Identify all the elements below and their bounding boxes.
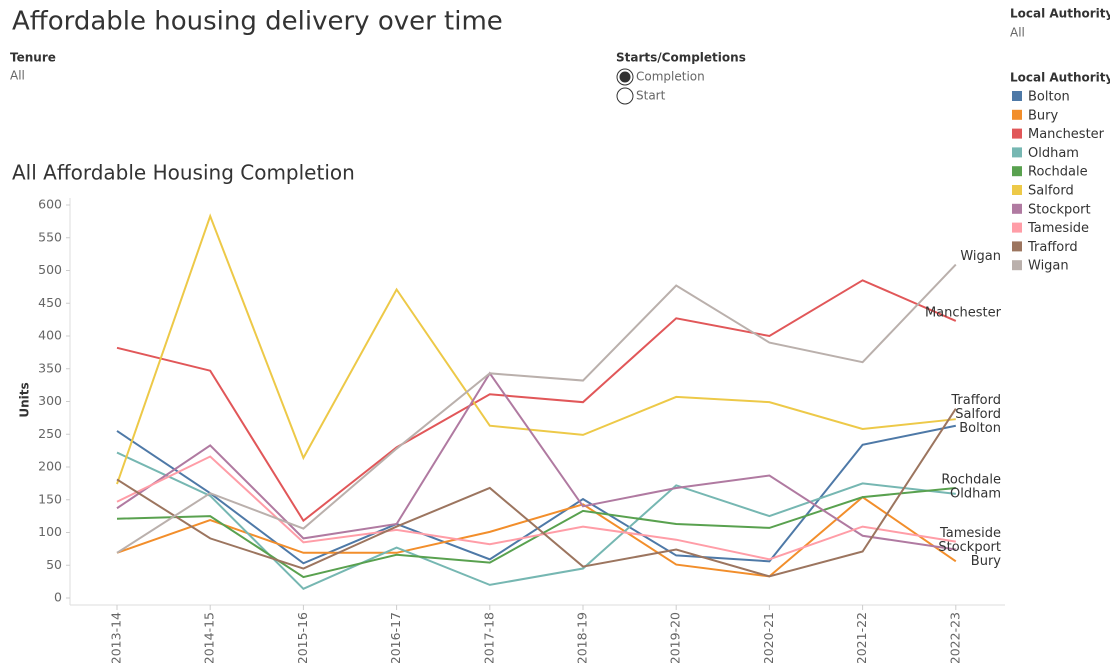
y-tick-label: 50: [46, 557, 62, 572]
filter-value[interactable]: All: [10, 69, 25, 83]
y-tick-label: 250: [38, 426, 62, 441]
filter-label: Starts/Completions: [616, 51, 746, 65]
end-label: Trafford: [950, 393, 1001, 408]
end-label: Salford: [955, 407, 1001, 422]
y-tick-label: 300: [38, 393, 62, 408]
legend-swatch: [1012, 241, 1022, 252]
legend-swatch: [1012, 203, 1022, 214]
x-tick-label: 2015-16: [295, 612, 310, 663]
legend-label: Tameside: [1027, 221, 1089, 236]
end-label: Manchester: [925, 305, 1002, 320]
legend-label: Oldham: [1028, 146, 1079, 161]
legend-swatch: [1012, 185, 1022, 195]
legend-swatch: [1012, 260, 1022, 271]
series-line: [116, 371, 956, 551]
filter-label: Local Authority: [1010, 7, 1110, 21]
y-tick-label: 350: [38, 360, 62, 375]
legend-swatch: [1012, 128, 1022, 139]
page-title: Affordable housing delivery over time: [12, 7, 503, 37]
x-tick-label: 2018-19: [575, 612, 590, 663]
x-tick-label: 2021-22: [854, 612, 869, 663]
radio-label[interactable]: Completion: [636, 70, 705, 84]
radio[interactable]: [616, 87, 634, 105]
y-tick-label: 400: [38, 328, 62, 343]
radio-label[interactable]: Start: [636, 89, 666, 103]
x-tick-label: 2019-20: [668, 612, 683, 663]
y-axis-label: Units: [18, 382, 32, 417]
x-tick-label: 2020-21: [761, 612, 776, 663]
end-label: Oldham: [950, 486, 1001, 501]
series-line: [116, 263, 957, 554]
legend-label: Trafford: [1027, 240, 1078, 255]
legend-swatch: [1012, 147, 1022, 158]
x-tick-label: 2022-23: [947, 612, 962, 663]
end-label: Stockport: [938, 540, 1001, 555]
legend-swatch: [1012, 109, 1022, 120]
legend-label: Rochdale: [1028, 165, 1088, 180]
series-line: [116, 424, 956, 565]
y-tick-label: 150: [38, 491, 62, 506]
legend-label: Salford: [1028, 184, 1074, 199]
end-label: Tameside: [939, 526, 1001, 541]
x-tick-label: 2016-17: [388, 612, 403, 663]
legend-label: Manchester: [1028, 127, 1105, 142]
filter-label: Tenure: [10, 51, 56, 65]
radio-dot: [619, 71, 631, 83]
legend-swatch: [1012, 222, 1022, 233]
legend-title: Local Authority: [1010, 71, 1110, 85]
y-tick-label: 500: [38, 262, 62, 277]
end-label: Wigan: [960, 249, 1001, 264]
y-tick-label: 450: [38, 295, 62, 310]
y-tick-label: 100: [38, 524, 62, 539]
series-line: [116, 486, 956, 579]
series-line: [116, 495, 957, 578]
series-line: [116, 213, 956, 485]
legend-swatch: [1012, 166, 1022, 177]
y-tick-label: 0: [54, 590, 62, 605]
legend-label: Stockport: [1028, 202, 1091, 217]
x-tick-label: 2013-14: [109, 612, 124, 663]
filter-value[interactable]: All: [1010, 26, 1025, 40]
y-tick-label: 200: [38, 459, 62, 474]
x-tick-label: 2017-18: [481, 612, 496, 663]
chart-title: All Affordable Housing Completion: [12, 161, 355, 185]
end-label: Bury: [971, 554, 1002, 569]
y-tick-label: 550: [38, 229, 62, 244]
end-label: Bolton: [959, 421, 1001, 436]
legend-label: Bury: [1028, 108, 1059, 123]
series-line: [116, 455, 956, 561]
series-line: [116, 279, 957, 523]
series-line: [116, 451, 956, 591]
y-tick-label: 600: [38, 197, 62, 212]
legend-label: Bolton: [1028, 90, 1070, 105]
end-label: Rochdale: [941, 472, 1001, 487]
legend-label: Wigan: [1028, 259, 1069, 274]
x-tick-label: 2014-15: [202, 612, 217, 663]
legend-swatch: [1012, 91, 1022, 101]
series-line: [116, 408, 957, 578]
